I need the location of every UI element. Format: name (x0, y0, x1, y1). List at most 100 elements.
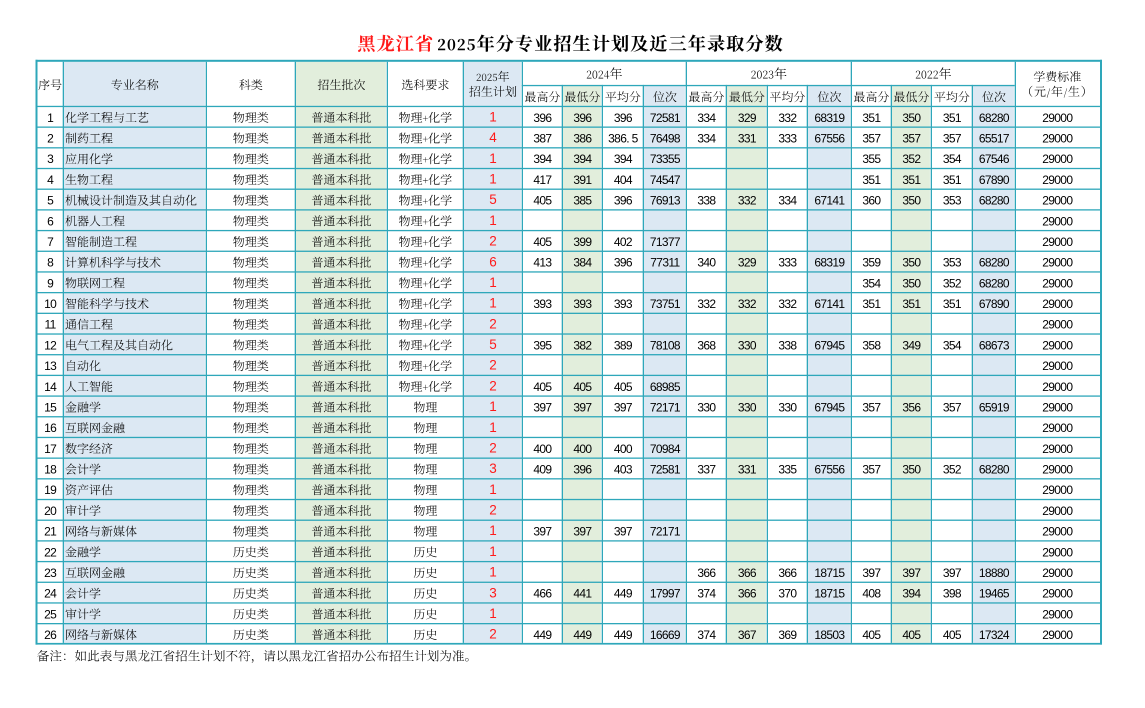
svg-text:402: 402 (614, 235, 633, 249)
svg-text:7: 7 (47, 235, 54, 249)
svg-text:386. 5: 386. 5 (608, 132, 638, 146)
svg-text:1: 1 (489, 420, 496, 435)
svg-text:1: 1 (489, 399, 496, 414)
svg-text:29000: 29000 (1042, 256, 1073, 270)
svg-text:67945: 67945 (814, 401, 845, 415)
svg-text:67546: 67546 (979, 152, 1010, 166)
svg-text:394: 394 (573, 152, 592, 166)
svg-text:1: 1 (47, 111, 54, 125)
svg-text:2: 2 (489, 627, 496, 642)
svg-text:352: 352 (943, 463, 962, 477)
svg-text:449: 449 (614, 628, 633, 642)
svg-text:332: 332 (738, 194, 757, 208)
svg-text:2: 2 (489, 378, 496, 393)
svg-text:2: 2 (47, 132, 54, 146)
svg-text:366: 366 (778, 566, 797, 580)
svg-text:334: 334 (778, 194, 797, 208)
svg-text:17: 17 (44, 442, 57, 456)
svg-text:29000: 29000 (1042, 359, 1073, 373)
svg-text:350: 350 (902, 463, 921, 477)
svg-text:349: 349 (902, 338, 921, 352)
svg-text:404: 404 (614, 173, 633, 187)
svg-text:417: 417 (533, 173, 552, 187)
svg-text:14: 14 (44, 380, 57, 394)
svg-text:369: 369 (778, 628, 797, 642)
svg-text:393: 393 (614, 297, 633, 311)
svg-text:29000: 29000 (1042, 380, 1073, 394)
svg-text:374: 374 (697, 628, 716, 642)
svg-text:350: 350 (902, 111, 921, 125)
svg-text:333: 333 (778, 132, 797, 146)
svg-text:1: 1 (489, 482, 496, 497)
svg-text:68985: 68985 (650, 380, 681, 394)
svg-text:29000: 29000 (1042, 132, 1073, 146)
svg-text:25: 25 (44, 607, 57, 621)
svg-text:441: 441 (573, 587, 592, 601)
svg-text:334: 334 (697, 111, 716, 125)
svg-text:332: 332 (697, 297, 716, 311)
svg-text:29000: 29000 (1042, 338, 1073, 352)
svg-text:352: 352 (902, 152, 921, 166)
svg-text:368: 368 (697, 338, 716, 352)
svg-text:357: 357 (943, 132, 962, 146)
svg-text:68280: 68280 (979, 256, 1010, 270)
svg-text:387: 387 (533, 132, 552, 146)
svg-text:29000: 29000 (1042, 111, 1073, 125)
svg-text:370: 370 (778, 587, 797, 601)
svg-text:385: 385 (573, 194, 592, 208)
svg-text:68319: 68319 (814, 256, 845, 270)
svg-text:396: 396 (614, 256, 633, 270)
svg-text:19: 19 (44, 483, 57, 497)
svg-text:29000: 29000 (1042, 401, 1073, 415)
svg-text:354: 354 (862, 276, 881, 290)
svg-text:1: 1 (489, 296, 496, 311)
svg-text:2: 2 (489, 441, 496, 456)
svg-text:355: 355 (862, 152, 881, 166)
svg-text:332: 332 (778, 297, 797, 311)
svg-text:357: 357 (862, 401, 881, 415)
svg-text:68280: 68280 (979, 111, 1010, 125)
svg-text:67556: 67556 (814, 463, 845, 477)
svg-text:29000: 29000 (1042, 421, 1073, 435)
svg-text:366: 366 (697, 566, 716, 580)
svg-text:350: 350 (902, 194, 921, 208)
svg-text:332: 332 (738, 297, 757, 311)
svg-text:398: 398 (943, 587, 962, 601)
svg-text:70984: 70984 (650, 442, 681, 456)
svg-text:405: 405 (533, 380, 552, 394)
svg-text:26: 26 (44, 628, 57, 642)
svg-text:397: 397 (902, 566, 921, 580)
svg-text:17997: 17997 (650, 587, 681, 601)
svg-text:29000: 29000 (1042, 442, 1073, 456)
svg-text:2: 2 (489, 358, 496, 373)
svg-text:351: 351 (943, 111, 962, 125)
svg-text:77311: 77311 (650, 256, 680, 270)
svg-text:395: 395 (533, 338, 552, 352)
svg-text:335: 335 (778, 463, 797, 477)
svg-text:397: 397 (862, 566, 881, 580)
svg-text:396: 396 (573, 463, 592, 477)
svg-text:449: 449 (573, 628, 592, 642)
svg-text:68280: 68280 (979, 463, 1010, 477)
svg-text:338: 338 (778, 338, 797, 352)
svg-text:68280: 68280 (979, 194, 1010, 208)
svg-text:400: 400 (614, 442, 633, 456)
svg-text:1: 1 (489, 275, 496, 290)
svg-text:29000: 29000 (1042, 297, 1073, 311)
svg-text:405: 405 (533, 235, 552, 249)
svg-text:403: 403 (614, 463, 633, 477)
svg-text:72171: 72171 (650, 401, 681, 415)
svg-text:3: 3 (47, 152, 54, 166)
svg-text:409: 409 (533, 463, 552, 477)
svg-text:330: 330 (738, 338, 757, 352)
svg-text:78108: 78108 (650, 338, 681, 352)
svg-text:340: 340 (697, 256, 716, 270)
svg-text:24: 24 (44, 587, 57, 601)
svg-text:382: 382 (573, 338, 592, 352)
svg-text:354: 354 (943, 338, 962, 352)
svg-text:16669: 16669 (650, 628, 681, 642)
svg-text:29000: 29000 (1042, 173, 1073, 187)
svg-text:67556: 67556 (814, 132, 845, 146)
svg-text:397: 397 (943, 566, 962, 580)
svg-text:23: 23 (44, 566, 57, 580)
